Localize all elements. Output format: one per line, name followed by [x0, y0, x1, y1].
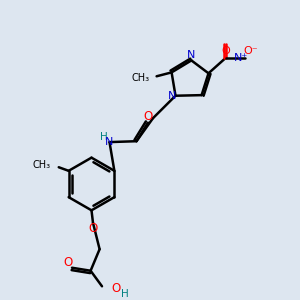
Text: O: O: [112, 282, 121, 295]
Text: N: N: [187, 50, 196, 60]
Text: H: H: [100, 132, 108, 142]
Text: N: N: [168, 91, 176, 101]
Text: O: O: [221, 46, 230, 56]
Text: O⁻: O⁻: [243, 46, 258, 56]
Text: CH₃: CH₃: [32, 160, 51, 170]
Text: O: O: [63, 256, 72, 269]
Text: N: N: [105, 137, 114, 147]
Text: CH₃: CH₃: [132, 73, 150, 83]
Text: N⁺: N⁺: [234, 53, 248, 63]
Text: H: H: [121, 289, 128, 299]
Text: O: O: [143, 110, 152, 123]
Text: O: O: [88, 222, 98, 236]
